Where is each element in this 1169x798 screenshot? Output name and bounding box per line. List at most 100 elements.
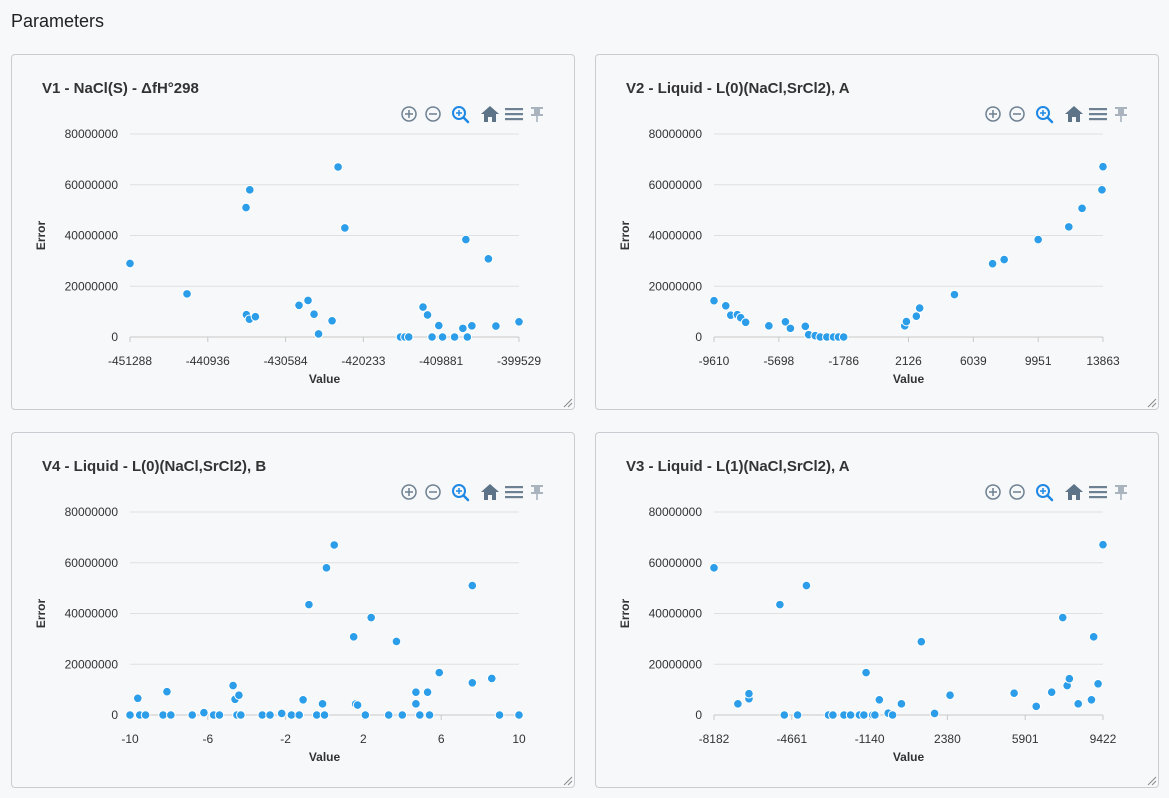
data-point[interactable]: [887, 710, 898, 720]
data-point[interactable]: [1064, 222, 1074, 232]
data-point[interactable]: [333, 162, 343, 172]
menu-icon[interactable]: [1089, 486, 1107, 499]
resize-handle-icon[interactable]: [563, 398, 573, 408]
data-point[interactable]: [294, 710, 305, 720]
data-point[interactable]: [234, 690, 244, 701]
data-point[interactable]: [132, 693, 143, 704]
pin-icon[interactable]: [531, 107, 543, 122]
menu-icon[interactable]: [505, 486, 523, 499]
data-point[interactable]: [125, 258, 135, 269]
data-point[interactable]: [360, 710, 371, 720]
data-point[interactable]: [1073, 699, 1084, 709]
data-point[interactable]: [236, 710, 246, 720]
data-point[interactable]: [391, 636, 402, 647]
data-point[interactable]: [911, 311, 922, 321]
data-point[interactable]: [182, 289, 192, 299]
data-point[interactable]: [1031, 701, 1042, 712]
data-point[interactable]: [437, 332, 448, 342]
data-point[interactable]: [1077, 203, 1087, 214]
data-point[interactable]: [720, 300, 731, 311]
data-point[interactable]: [166, 710, 176, 720]
data-point[interactable]: [467, 321, 477, 331]
data-point[interactable]: [304, 599, 314, 610]
data-point[interactable]: [949, 289, 960, 300]
data-point[interactable]: [244, 185, 255, 195]
zoom-out-icon[interactable]: [425, 484, 441, 500]
data-point[interactable]: [1086, 694, 1097, 705]
data-point[interactable]: [422, 310, 433, 320]
data-point[interactable]: [514, 710, 524, 720]
menu-icon[interactable]: [1089, 108, 1107, 121]
data-point[interactable]: [828, 710, 838, 720]
zoom-out-icon[interactable]: [1009, 106, 1025, 122]
data-point[interactable]: [929, 708, 940, 719]
resize-handle-icon[interactable]: [563, 776, 573, 786]
zoom-out-icon[interactable]: [1009, 484, 1025, 500]
data-point[interactable]: [352, 700, 363, 710]
data-point[interactable]: [744, 688, 754, 699]
data-point[interactable]: [461, 234, 471, 245]
data-point[interactable]: [140, 710, 151, 720]
selection-zoom-icon[interactable]: [1036, 484, 1054, 502]
data-point[interactable]: [859, 710, 869, 720]
data-point[interactable]: [187, 710, 198, 720]
data-point[interactable]: [411, 699, 421, 709]
data-point[interactable]: [1088, 632, 1099, 642]
data-point[interactable]: [733, 699, 743, 709]
resize-handle-icon[interactable]: [1147, 398, 1157, 408]
data-point[interactable]: [874, 694, 885, 705]
data-point[interactable]: [199, 707, 209, 718]
data-point[interactable]: [303, 295, 313, 306]
data-point[interactable]: [987, 258, 998, 269]
data-point[interactable]: [779, 710, 790, 720]
data-point[interactable]: [327, 315, 337, 326]
selection-zoom-icon[interactable]: [1036, 106, 1054, 124]
data-point[interactable]: [422, 687, 433, 697]
data-point[interactable]: [780, 316, 791, 327]
data-point[interactable]: [276, 708, 287, 719]
data-point[interactable]: [424, 710, 435, 720]
data-point[interactable]: [449, 332, 460, 342]
data-point[interactable]: [1033, 234, 1043, 245]
data-point[interactable]: [241, 202, 251, 213]
data-point[interactable]: [1098, 161, 1108, 172]
data-point[interactable]: [709, 295, 719, 306]
data-point[interactable]: [418, 302, 428, 312]
data-point[interactable]: [1009, 688, 1019, 698]
zoom-in-icon[interactable]: [985, 106, 1001, 122]
data-point[interactable]: [462, 332, 473, 342]
data-point[interactable]: [1046, 687, 1057, 697]
zoom-out-icon[interactable]: [425, 106, 441, 122]
data-point[interactable]: [467, 580, 478, 591]
data-point[interactable]: [265, 710, 275, 720]
data-point[interactable]: [709, 563, 719, 573]
data-point[interactable]: [214, 710, 225, 720]
data-point[interactable]: [250, 311, 261, 322]
selection-zoom-icon[interactable]: [452, 484, 470, 502]
menu-icon[interactable]: [505, 108, 523, 121]
data-point[interactable]: [228, 680, 238, 691]
data-point[interactable]: [313, 329, 324, 339]
data-point[interactable]: [309, 309, 319, 319]
data-point[interactable]: [491, 321, 501, 331]
data-point[interactable]: [916, 636, 927, 647]
reset-zoom-home-icon[interactable]: [1065, 106, 1083, 122]
data-point[interactable]: [1097, 185, 1107, 195]
data-point[interactable]: [383, 710, 394, 720]
data-point[interactable]: [397, 710, 408, 720]
reset-zoom-home-icon[interactable]: [481, 106, 499, 122]
data-point[interactable]: [999, 254, 1009, 265]
data-point[interactable]: [764, 321, 774, 331]
data-point[interactable]: [800, 321, 811, 332]
data-point[interactable]: [870, 710, 880, 720]
zoom-in-icon[interactable]: [401, 484, 417, 500]
data-point[interactable]: [294, 300, 304, 311]
pin-icon[interactable]: [1115, 107, 1127, 122]
data-point[interactable]: [411, 687, 421, 697]
data-point[interactable]: [348, 632, 359, 642]
data-point[interactable]: [945, 690, 955, 701]
data-point[interactable]: [319, 710, 330, 720]
pin-icon[interactable]: [531, 485, 543, 500]
data-point[interactable]: [845, 710, 856, 720]
data-point[interactable]: [434, 667, 445, 678]
